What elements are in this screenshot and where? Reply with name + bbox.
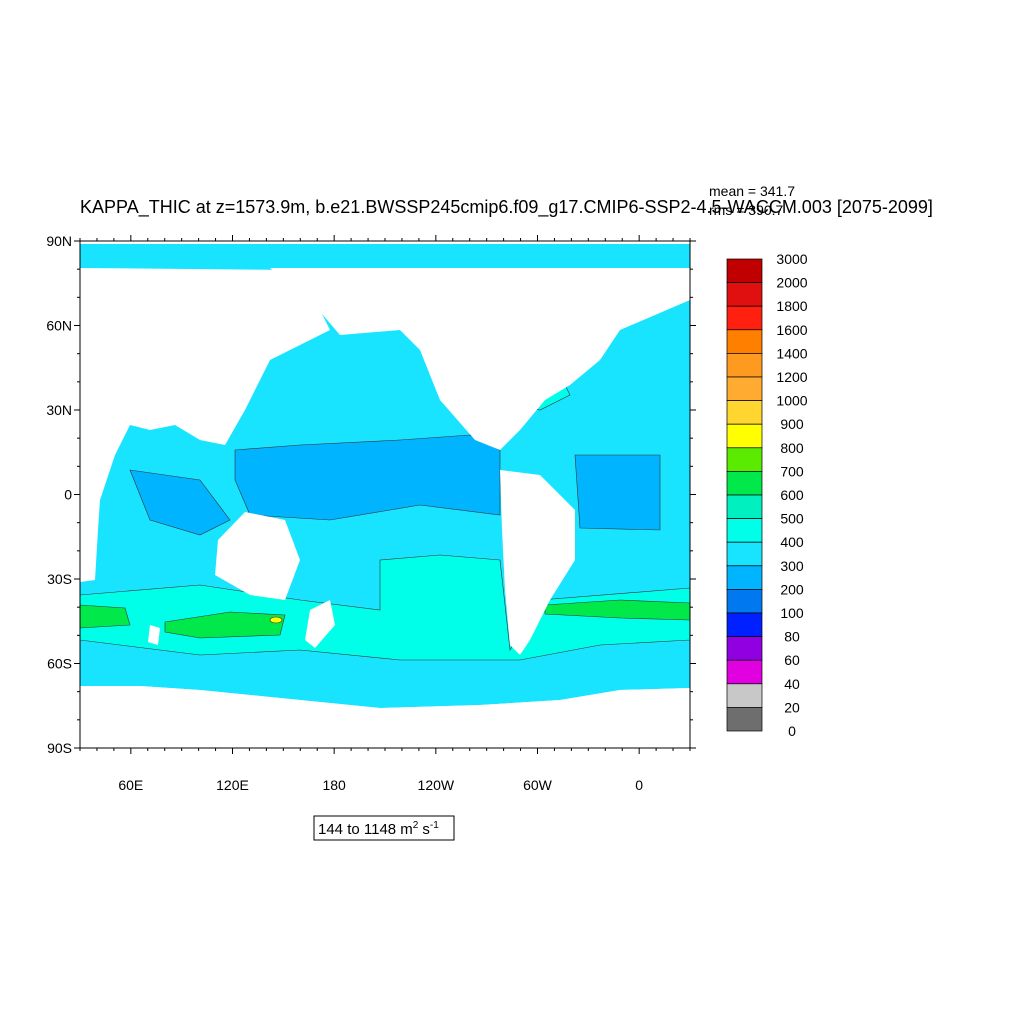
lat-label: 60S [47, 656, 72, 672]
title: KAPPA_THIC at z=1573.9m, b.e21.BWSSP245c… [80, 197, 933, 218]
colorbar-label: 600 [780, 487, 804, 503]
lon-label: 60W [523, 777, 553, 793]
colorbar-label: 2000 [776, 275, 807, 291]
colorbar-box [726, 636, 763, 661]
range-box [313, 815, 455, 841]
colorbar-label: 500 [780, 511, 804, 527]
green-patch [544, 599, 690, 621]
colorbar-box [726, 518, 763, 543]
colorbar-label: 900 [780, 416, 804, 432]
green-patch [80, 604, 131, 629]
colorbar-box [726, 282, 763, 307]
island [148, 625, 160, 645]
colorbar-box [726, 447, 763, 472]
north-america [270, 268, 690, 450]
lat-label: 30N [46, 402, 72, 418]
tropical-band [234, 434, 501, 521]
range-sup: 2 [413, 820, 419, 831]
colorbar-box [726, 659, 763, 685]
colorbar-box [726, 707, 763, 732]
lon-label: 120W [418, 777, 455, 793]
antarctica [80, 686, 690, 748]
colorbar-label: 1000 [776, 393, 807, 409]
colorbar-box [726, 258, 763, 283]
australia [215, 512, 300, 600]
lat-label: 60N [46, 318, 72, 334]
new-zealand [305, 600, 335, 648]
south-america [500, 470, 575, 655]
range-main: 144 to 1148 m [318, 821, 413, 838]
colorbar-label: 400 [780, 534, 804, 550]
indian-band [129, 469, 231, 536]
colorbar-box [726, 612, 763, 637]
lat-label: 30S [47, 571, 72, 587]
lon-label: 60E [118, 777, 143, 793]
range-sup: -1 [430, 820, 439, 831]
colorbar-label: 40 [784, 676, 800, 692]
yellow-patch [269, 616, 283, 624]
colorbar-box [726, 329, 763, 354]
colorbar-label: 60 [784, 652, 800, 668]
lat-label: 90N [46, 233, 72, 249]
lat-label: 0 [64, 487, 72, 503]
colorbar-box [726, 471, 763, 496]
colorbar-label: 300 [780, 558, 804, 574]
stat-rms: rms = 390.7 [709, 202, 784, 218]
colorbar-box [726, 376, 763, 401]
colorbar-box [726, 565, 763, 590]
range-unit: s [422, 821, 430, 838]
eurasia-africa [80, 268, 330, 582]
colorbar-label: 200 [780, 581, 804, 597]
lon-label: 120E [216, 777, 249, 793]
colorbar-box [726, 541, 763, 567]
atlantic-band [574, 454, 661, 531]
colorbar-box [726, 400, 763, 425]
colorbar-label: 1600 [776, 322, 807, 338]
colorbar-label: 700 [780, 463, 804, 479]
colorbar-label: 1200 [776, 369, 807, 385]
stat-mean: mean = 341.7 [709, 183, 795, 199]
colorbar-box [726, 683, 763, 708]
arctic-ocean [80, 244, 690, 268]
colorbar-label: 20 [784, 699, 800, 715]
colorbar-box [726, 353, 763, 378]
colorbar-label: 800 [780, 440, 804, 456]
lat-label: 90S [47, 740, 72, 756]
colorbar-label: 0 [788, 723, 796, 739]
colorbar-label: 1800 [776, 298, 807, 314]
map [80, 244, 690, 748]
colorbar-box [726, 494, 763, 519]
colorbar-label: 3000 [776, 251, 807, 267]
colorbar-label: 100 [780, 605, 804, 621]
colorbar-box [726, 305, 763, 331]
green-patch [164, 611, 286, 639]
colorbar-label: 1400 [776, 345, 807, 361]
range-text: 144 to 1148 m2 s-1 [318, 820, 439, 838]
colorbar-label: 80 [784, 629, 800, 645]
lon-label: 0 [635, 777, 643, 793]
colorbar-box [726, 589, 763, 614]
colorbar-box [726, 423, 763, 449]
lon-label: 180 [322, 777, 346, 793]
